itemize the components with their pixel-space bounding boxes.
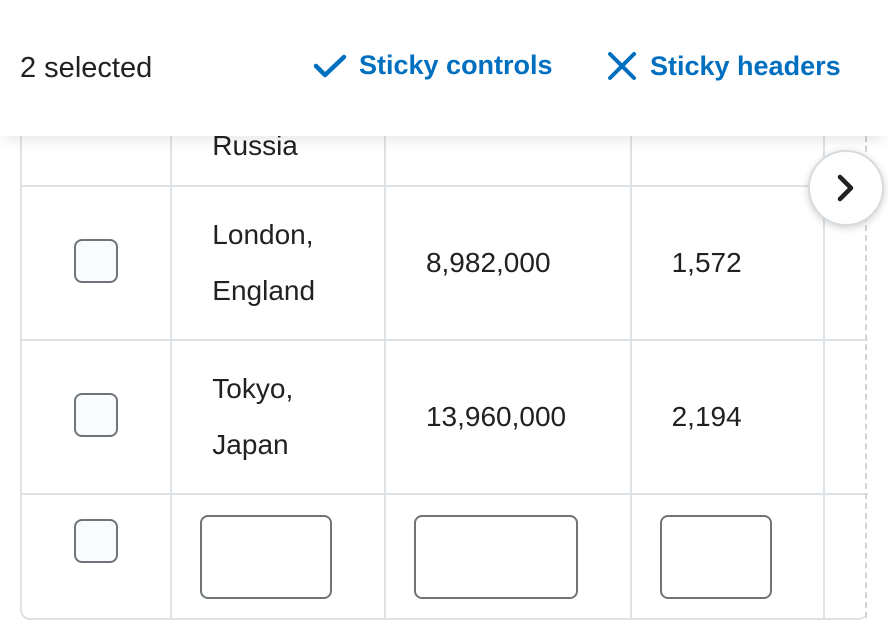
extra-cell: [824, 494, 868, 618]
city-cell: Tokyo, Japan: [171, 340, 386, 495]
area-cell: [630, 494, 826, 618]
city-cell: London, England: [171, 186, 386, 341]
population-input[interactable]: [413, 515, 578, 599]
sticky-headers-label: Sticky headers: [650, 50, 841, 81]
table-row: Tokyo, Japan 13,960,000 2,194: [22, 340, 868, 495]
chevron-right-icon: [837, 174, 854, 202]
city-name-line2: England: [212, 275, 316, 306]
area-value: 2,194: [671, 401, 742, 432]
close-icon: [608, 52, 636, 80]
city-input[interactable]: [200, 515, 333, 599]
row-checkbox[interactable]: [74, 238, 119, 283]
area-cell: 1,572: [630, 186, 826, 341]
sticky-controls-label: Sticky controls: [359, 50, 553, 80]
population-cell: [384, 494, 632, 618]
city-name-line2: Japan: [212, 429, 289, 460]
scroll-right-button[interactable]: [808, 150, 884, 226]
row-checkbox-cell: [22, 340, 173, 495]
sticky-toolbar: 2 selected Sticky controls Sticky header…: [0, 0, 888, 136]
selection-count: 2 selected: [20, 52, 153, 84]
sticky-controls-toggle[interactable]: Sticky controls: [313, 50, 553, 81]
row-checkbox-cell: [22, 494, 173, 618]
population-cell: 8,982,000: [384, 186, 632, 341]
row-checkbox[interactable]: [74, 392, 119, 437]
extra-cell: [824, 340, 868, 495]
area-input[interactable]: [659, 515, 772, 599]
city-cell: [171, 494, 386, 618]
population-cell: 13,960,000: [384, 340, 632, 495]
row-checkbox-cell: [22, 186, 173, 341]
city-name-line1: Tokyo,: [212, 373, 294, 404]
sticky-headers-toggle[interactable]: Sticky headers: [606, 50, 841, 82]
table-row: London, England 8,982,000 1,572: [22, 186, 868, 341]
population-value: 8,982,000: [425, 247, 551, 278]
table-row-input: [22, 494, 868, 618]
city-name: Russia: [212, 135, 298, 161]
row-checkbox[interactable]: [74, 518, 119, 563]
checkmark-icon: [313, 54, 347, 77]
city-name-line1: London,: [212, 219, 314, 250]
area-cell: 2,194: [630, 340, 826, 495]
scroll-edge-indicator: [865, 136, 867, 618]
area-value: 1,572: [671, 247, 742, 278]
population-value: 13,960,000: [425, 401, 567, 432]
